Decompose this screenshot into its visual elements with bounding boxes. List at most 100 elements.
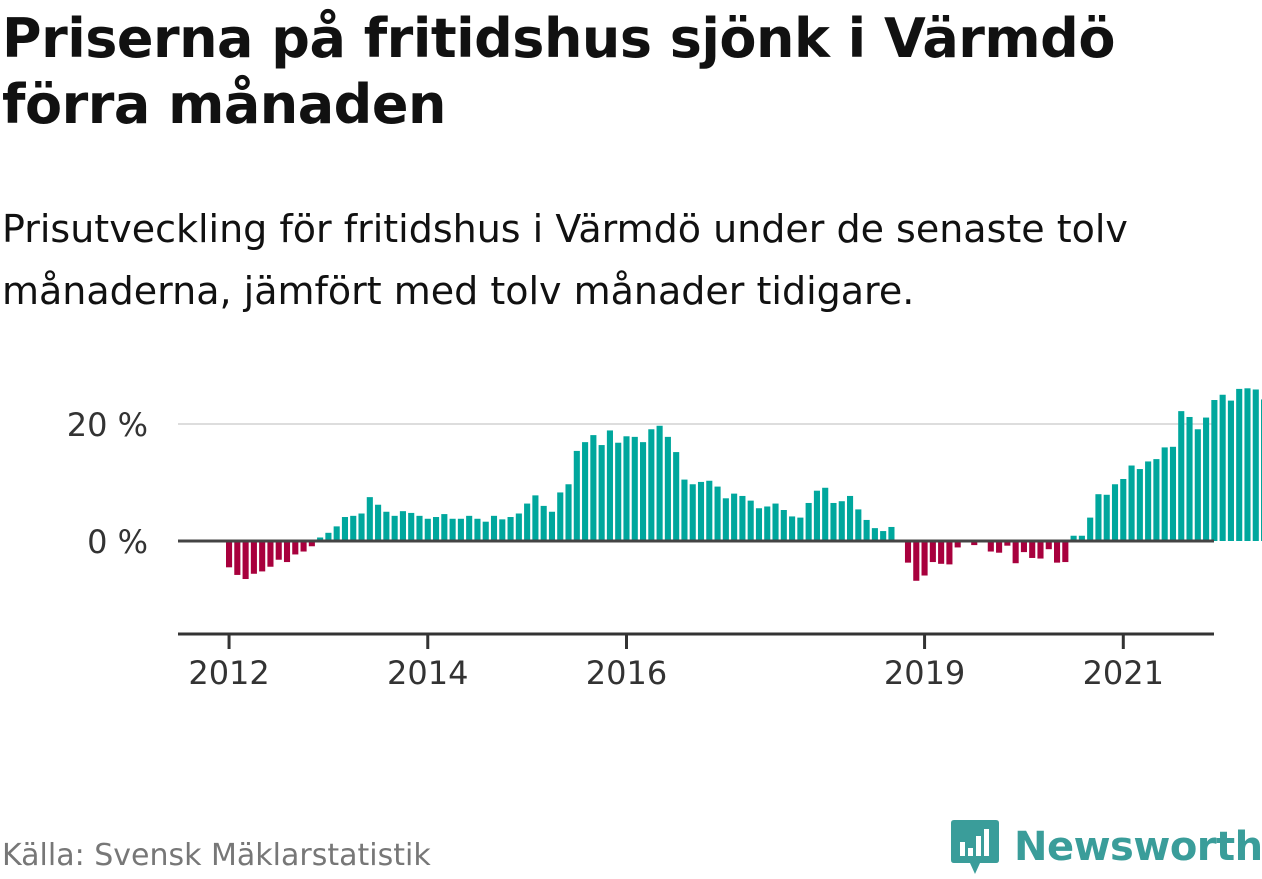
bar: [416, 515, 423, 541]
bar: [789, 516, 796, 541]
bar: [383, 511, 390, 541]
bar: [673, 452, 680, 541]
bar: [317, 537, 324, 541]
bar: [1136, 469, 1143, 541]
bar: [797, 517, 804, 541]
bar: [689, 484, 696, 541]
brand-name: Newsworthy: [1014, 824, 1262, 870]
bar: [1161, 447, 1168, 541]
bar: [780, 510, 787, 541]
bar: [1037, 541, 1044, 559]
bar: [747, 500, 754, 541]
bar: [1244, 388, 1251, 541]
bar: [888, 526, 895, 541]
chart-subtitle: Prisutveckling för fritidshus i Värmdö u…: [2, 207, 1128, 313]
bar: [490, 515, 498, 541]
bar: [656, 425, 663, 541]
bar: [863, 519, 870, 541]
bar: [482, 521, 489, 541]
bar: [1169, 446, 1177, 541]
bar: [325, 532, 332, 541]
bar: [358, 513, 365, 541]
bar: [929, 541, 936, 563]
bar: [1186, 416, 1193, 541]
bar: [1062, 541, 1069, 563]
bar: [408, 512, 415, 541]
bar: [590, 435, 597, 541]
bar: [631, 436, 638, 541]
bar: [706, 480, 713, 542]
bar: [1203, 417, 1210, 541]
y-tick-label: 20 %: [67, 406, 148, 444]
bar: [946, 541, 953, 565]
bar: [1194, 429, 1201, 541]
bar: [474, 518, 481, 541]
bar: [971, 541, 978, 546]
bar: [540, 505, 547, 541]
bar: [548, 511, 556, 541]
x-tick-label: 2012: [188, 654, 269, 692]
bar: [275, 541, 282, 560]
bar: [333, 526, 340, 542]
bar: [722, 498, 729, 541]
bar: [697, 481, 705, 541]
bar: [764, 506, 771, 542]
bar: [822, 487, 829, 541]
bar: [772, 503, 779, 541]
bar: [1029, 541, 1036, 558]
bar: [1045, 541, 1052, 550]
bar: [524, 503, 531, 541]
bar: [341, 517, 349, 541]
bar: [681, 479, 688, 541]
bar: [1145, 461, 1152, 541]
y-tick-label: 0 %: [87, 523, 148, 561]
bar: [1128, 465, 1135, 541]
bar-chart: 0 %20 %201220142016201920212023−14 %: [67, 388, 1262, 692]
bar: [424, 518, 431, 541]
bar: [1252, 389, 1259, 541]
bar: [1095, 494, 1102, 541]
bar: [259, 541, 266, 572]
x-tick-label: 2014: [387, 654, 468, 692]
bar: [399, 511, 406, 541]
bar: [1020, 541, 1027, 553]
bar: [871, 528, 878, 541]
bar: [226, 541, 233, 568]
brand-logo: Newsworthy: [950, 818, 1262, 876]
bar: [996, 541, 1003, 553]
bar: [913, 541, 920, 581]
bar: [300, 541, 307, 552]
bar: [847, 495, 854, 541]
bar: [308, 541, 315, 547]
bar: [1070, 535, 1077, 541]
bar: [1178, 411, 1185, 541]
bar: [731, 493, 738, 541]
bar: [954, 541, 961, 548]
bar: [1004, 541, 1011, 546]
bar: [515, 513, 522, 541]
bar: [1103, 494, 1110, 541]
bar: [499, 519, 506, 541]
bar: [648, 429, 655, 541]
bar: [557, 492, 564, 541]
source-note: Källa: Svensk Mäklarstatistik: [2, 838, 431, 873]
x-tick-label: 2019: [884, 654, 965, 692]
bar: [1054, 541, 1061, 563]
bar: [755, 508, 763, 541]
bar: [606, 430, 613, 541]
bar: [391, 515, 398, 541]
bar: [1211, 400, 1218, 541]
x-tick-label: 2021: [1083, 654, 1164, 692]
bar: [1087, 517, 1094, 541]
bar: [615, 442, 622, 541]
bar: [1236, 388, 1243, 541]
bar: [283, 541, 291, 563]
bar: [242, 541, 249, 580]
bar: [582, 442, 589, 541]
bar: [880, 531, 887, 541]
bar: [573, 450, 580, 541]
bar: [623, 436, 630, 541]
bar: [366, 497, 373, 542]
bar: [292, 541, 299, 555]
bar: [1219, 394, 1226, 541]
